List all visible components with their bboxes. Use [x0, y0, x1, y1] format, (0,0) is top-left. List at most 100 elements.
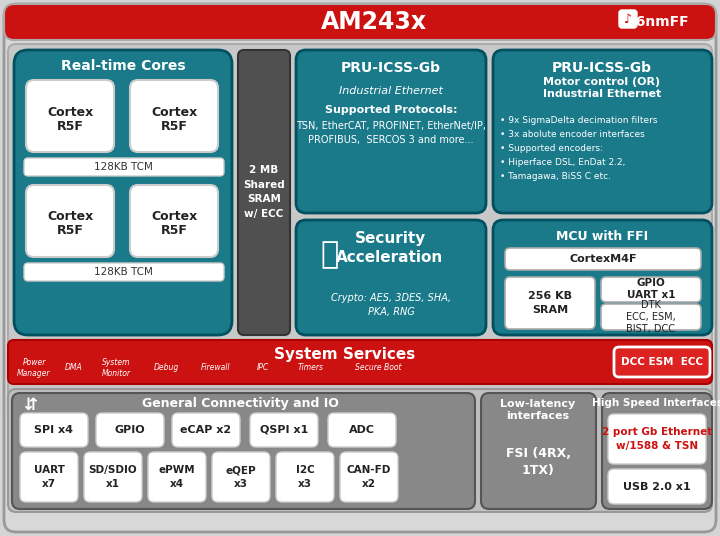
- Text: UART
x7: UART x7: [34, 465, 64, 489]
- Text: High Speed Interfaces: High Speed Interfaces: [592, 398, 720, 408]
- FancyBboxPatch shape: [238, 50, 290, 335]
- FancyBboxPatch shape: [505, 277, 595, 329]
- Text: 2 port Gb Ethernet
w/1588 & TSN: 2 port Gb Ethernet w/1588 & TSN: [602, 427, 712, 451]
- Text: AM243x: AM243x: [321, 10, 428, 34]
- FancyBboxPatch shape: [602, 393, 712, 509]
- Text: SPI x4: SPI x4: [35, 425, 73, 435]
- FancyBboxPatch shape: [130, 185, 218, 257]
- Text: IPC: IPC: [257, 363, 269, 373]
- Text: • Tamagawa, BiSS C etc.: • Tamagawa, BiSS C etc.: [500, 172, 611, 181]
- FancyBboxPatch shape: [328, 413, 396, 447]
- FancyBboxPatch shape: [24, 263, 224, 281]
- Text: Power
Manager: Power Manager: [17, 358, 50, 378]
- Text: System
Monitor: System Monitor: [102, 358, 130, 378]
- FancyBboxPatch shape: [493, 50, 712, 213]
- Text: DTK
ECC, ESM,
BIST, DCC: DTK ECC, ESM, BIST, DCC: [626, 300, 676, 334]
- FancyBboxPatch shape: [172, 413, 240, 447]
- FancyBboxPatch shape: [481, 393, 596, 509]
- Text: System Services: System Services: [274, 346, 415, 361]
- Text: eQEP
x3: eQEP x3: [225, 465, 256, 489]
- Text: ♪: ♪: [624, 12, 632, 26]
- Text: R5F: R5F: [161, 225, 187, 237]
- Text: I2C
x3: I2C x3: [296, 465, 315, 489]
- Text: Cortex: Cortex: [47, 211, 93, 224]
- Text: ePWM
x4: ePWM x4: [158, 465, 195, 489]
- Text: QSPI x1: QSPI x1: [260, 425, 308, 435]
- FancyBboxPatch shape: [601, 304, 701, 330]
- FancyBboxPatch shape: [493, 220, 712, 335]
- Text: Debug: Debug: [153, 363, 179, 373]
- Text: TSN, EtherCAT, PROFINET, EtherNet/IP,
PROFIBUS,  SERCOS 3 and more...: TSN, EtherCAT, PROFINET, EtherNet/IP, PR…: [296, 121, 486, 145]
- Text: Secure Boot: Secure Boot: [355, 363, 401, 373]
- Text: Motor control (OR)
Industrial Ethernet: Motor control (OR) Industrial Ethernet: [543, 77, 661, 99]
- FancyBboxPatch shape: [20, 413, 88, 447]
- FancyBboxPatch shape: [20, 452, 78, 502]
- Text: • Hiperface DSL, EnDat 2.2,: • Hiperface DSL, EnDat 2.2,: [500, 158, 626, 167]
- FancyBboxPatch shape: [148, 452, 206, 502]
- Text: R5F: R5F: [161, 120, 187, 132]
- FancyBboxPatch shape: [26, 185, 114, 257]
- Text: CAN-FD
x2: CAN-FD x2: [347, 465, 391, 489]
- FancyBboxPatch shape: [608, 414, 706, 464]
- Text: Supported Protocols:: Supported Protocols:: [325, 105, 457, 115]
- FancyBboxPatch shape: [619, 10, 637, 28]
- FancyBboxPatch shape: [8, 340, 712, 384]
- FancyBboxPatch shape: [614, 347, 710, 377]
- Text: PRU-ICSS-Gb: PRU-ICSS-Gb: [341, 61, 441, 75]
- Text: CortexM4F: CortexM4F: [570, 254, 636, 264]
- FancyBboxPatch shape: [212, 452, 270, 502]
- Text: DCC ESM  ECC: DCC ESM ECC: [621, 357, 703, 367]
- FancyBboxPatch shape: [8, 389, 712, 512]
- FancyBboxPatch shape: [505, 248, 701, 270]
- Text: 128KB TCM: 128KB TCM: [94, 267, 153, 277]
- Text: Firewall: Firewall: [202, 363, 230, 373]
- FancyBboxPatch shape: [12, 393, 475, 509]
- FancyBboxPatch shape: [601, 277, 701, 302]
- Text: Cortex: Cortex: [151, 106, 197, 118]
- Text: Crypto: AES, 3DES, SHA,
PKA, RNG: Crypto: AES, 3DES, SHA, PKA, RNG: [331, 293, 451, 317]
- Text: FSI (4RX,
1TX): FSI (4RX, 1TX): [505, 447, 570, 477]
- Text: • Supported encoders:: • Supported encoders:: [500, 144, 603, 153]
- Text: Real-time Cores: Real-time Cores: [60, 59, 185, 73]
- Text: ADC: ADC: [349, 425, 375, 435]
- Text: GPIO: GPIO: [114, 425, 145, 435]
- FancyBboxPatch shape: [96, 413, 164, 447]
- Text: SD/SDIO
x1: SD/SDIO x1: [89, 465, 138, 489]
- Text: 🔒: 🔒: [321, 241, 339, 270]
- Text: 256 KB
SRAM: 256 KB SRAM: [528, 292, 572, 315]
- Text: 16nmFF: 16nmFF: [626, 15, 689, 29]
- FancyBboxPatch shape: [84, 452, 142, 502]
- FancyBboxPatch shape: [4, 4, 716, 40]
- FancyBboxPatch shape: [24, 158, 224, 176]
- Text: 128KB TCM: 128KB TCM: [94, 162, 153, 172]
- FancyBboxPatch shape: [14, 50, 232, 335]
- Text: Cortex: Cortex: [151, 211, 197, 224]
- Text: Cortex: Cortex: [47, 106, 93, 118]
- Text: PRU-ICSS-Gb: PRU-ICSS-Gb: [552, 61, 652, 75]
- Text: eCAP x2: eCAP x2: [181, 425, 232, 435]
- Text: USB 2.0 x1: USB 2.0 x1: [624, 482, 690, 492]
- FancyBboxPatch shape: [340, 452, 398, 502]
- Text: • 3x abolute encoder interfaces: • 3x abolute encoder interfaces: [500, 130, 644, 139]
- Text: 2 MB
Shared
SRAM
w/ ECC: 2 MB Shared SRAM w/ ECC: [243, 165, 285, 219]
- Text: R5F: R5F: [57, 120, 84, 132]
- FancyBboxPatch shape: [4, 4, 716, 532]
- Text: ★: ★: [624, 8, 636, 20]
- FancyBboxPatch shape: [608, 469, 706, 504]
- Text: R5F: R5F: [57, 225, 84, 237]
- Text: Low-latency
interfaces: Low-latency interfaces: [500, 399, 575, 421]
- Text: ⇵: ⇵: [23, 396, 37, 414]
- Text: General Connectivity and IO: General Connectivity and IO: [142, 398, 338, 411]
- FancyBboxPatch shape: [130, 80, 218, 152]
- FancyBboxPatch shape: [276, 452, 334, 502]
- Text: Security
Acceleration: Security Acceleration: [336, 231, 444, 265]
- FancyBboxPatch shape: [296, 50, 486, 213]
- Text: MCU with FFI: MCU with FFI: [556, 229, 648, 242]
- FancyBboxPatch shape: [250, 413, 318, 447]
- Text: Timers: Timers: [298, 363, 324, 373]
- Text: GPIO
UART x1: GPIO UART x1: [626, 278, 675, 300]
- Text: • 9x SigmaDelta decimation filters: • 9x SigmaDelta decimation filters: [500, 116, 657, 125]
- FancyBboxPatch shape: [26, 80, 114, 152]
- FancyBboxPatch shape: [296, 220, 486, 335]
- Text: Industrial Ethernet: Industrial Ethernet: [339, 86, 443, 96]
